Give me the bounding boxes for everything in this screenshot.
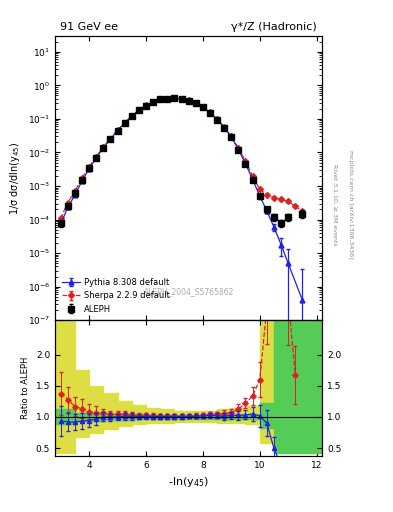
X-axis label: -ln(y$_{45}$): -ln(y$_{45}$) — [168, 475, 209, 489]
Text: ALEPH_2004_S5765862: ALEPH_2004_S5765862 — [143, 287, 234, 296]
Text: γ*/Z (Hadronic): γ*/Z (Hadronic) — [231, 22, 317, 32]
Text: mcplots.cern.ch [arXiv:1306.3436]: mcplots.cern.ch [arXiv:1306.3436] — [348, 151, 353, 259]
Y-axis label: 1/σ dσ/dln(y$_{45}$): 1/σ dσ/dln(y$_{45}$) — [8, 141, 22, 215]
Y-axis label: Ratio to ALEPH: Ratio to ALEPH — [21, 357, 30, 419]
Legend: Pythia 8.308 default, Sherpa 2.2.9 default, ALEPH: Pythia 8.308 default, Sherpa 2.2.9 defau… — [59, 276, 173, 316]
Text: 91 GeV ee: 91 GeV ee — [61, 22, 118, 32]
Text: Rivet 3.1.10, ≥ 3M events: Rivet 3.1.10, ≥ 3M events — [332, 164, 337, 246]
